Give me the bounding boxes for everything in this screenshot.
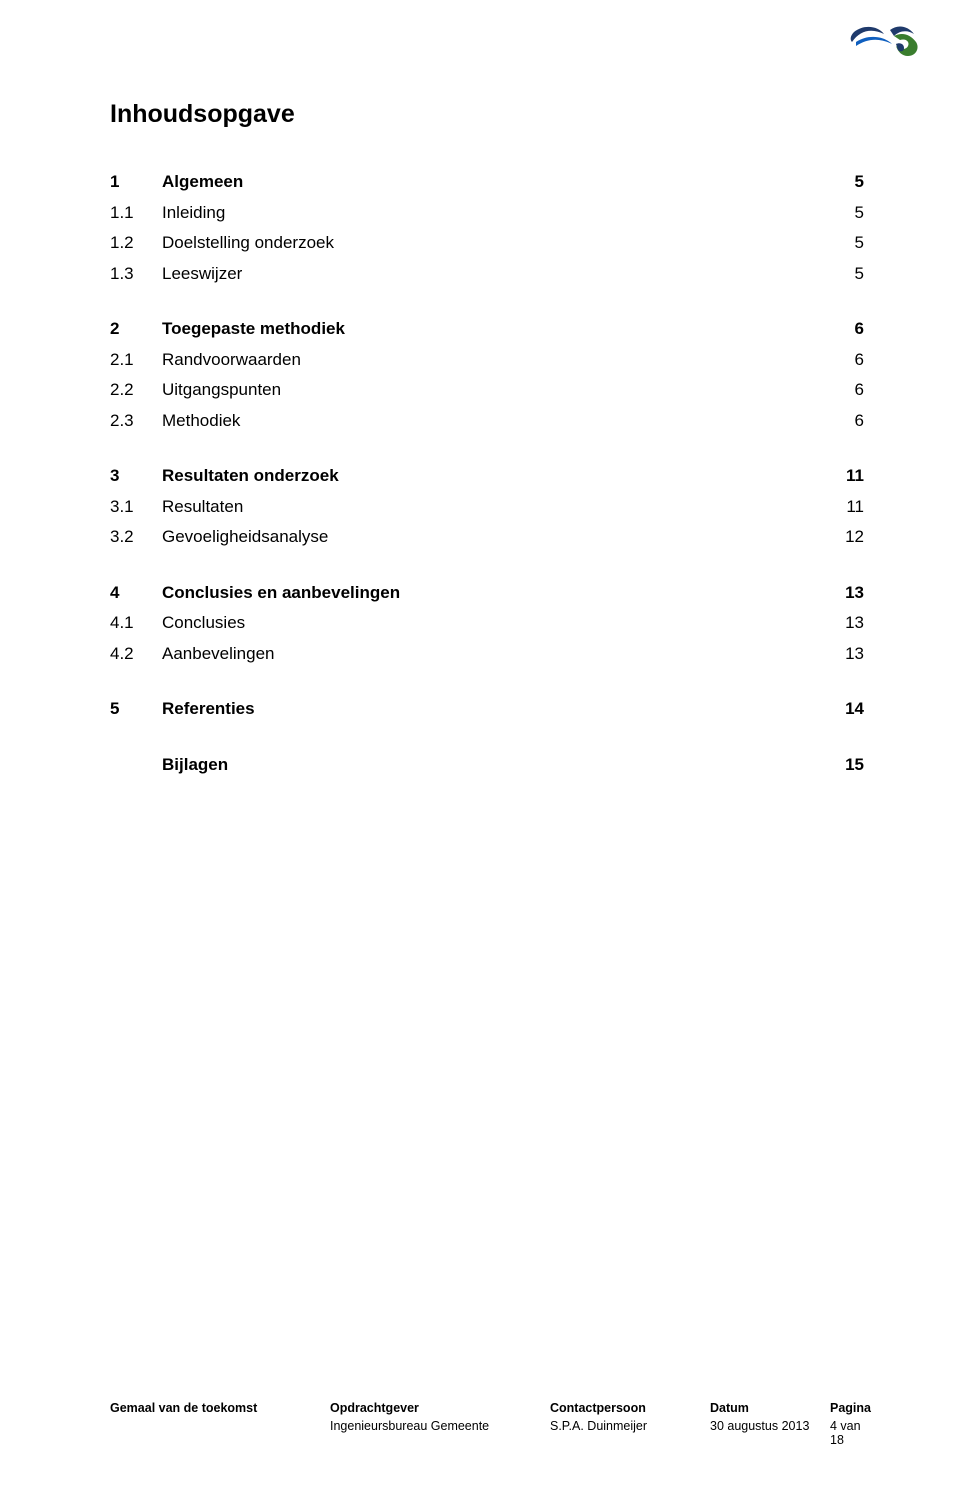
toc-label: Algemeen	[162, 169, 824, 195]
toc-page: 5	[824, 230, 864, 256]
toc-label: Referenties	[162, 696, 824, 722]
toc-num: 4.2	[110, 641, 162, 667]
toc-section-head: 4 Conclusies en aanbevelingen 13	[110, 580, 864, 606]
toc-section-head: 2 Toegepaste methodiek 6	[110, 316, 864, 342]
toc-label: Toegepaste methodiek	[162, 316, 824, 342]
toc-row: 2.1 Randvoorwaarden 6	[110, 347, 864, 373]
footer-val-pagina: 4 van 18	[830, 1419, 864, 1447]
toc-num: 5	[110, 696, 162, 722]
toc-page: 12	[824, 524, 864, 550]
toc-row: 4.1 Conclusies 13	[110, 610, 864, 636]
toc-label: Resultaten	[162, 494, 824, 520]
toc-row: 2.3 Methodiek 6	[110, 408, 864, 434]
toc-num: 4	[110, 580, 162, 606]
toc-num: 3	[110, 463, 162, 489]
toc-num: 1.1	[110, 200, 162, 226]
table-of-contents: 1 Algemeen 5 1.1 Inleiding 5 1.2 Doelste…	[110, 169, 864, 777]
toc-num: 3.1	[110, 494, 162, 520]
footer-head-title: Gemaal van de toekomst	[110, 1401, 330, 1415]
page-title: Inhoudsopgave	[110, 100, 864, 129]
toc-row: 1.2 Doelstelling onderzoek 5	[110, 230, 864, 256]
toc-label: Gevoeligheidsanalyse	[162, 524, 824, 550]
toc-page: 5	[824, 169, 864, 195]
footer-head-datum: Datum	[710, 1401, 830, 1415]
toc-label: Resultaten onderzoek	[162, 463, 824, 489]
toc-row: 3.2 Gevoeligheidsanalyse 12	[110, 524, 864, 550]
toc-num: 4.1	[110, 610, 162, 636]
toc-row: 1.3 Leeswijzer 5	[110, 261, 864, 287]
toc-row: 4.2 Aanbevelingen 13	[110, 641, 864, 667]
toc-num: 2.1	[110, 347, 162, 373]
page-footer: Gemaal van de toekomst Opdrachtgever Con…	[110, 1401, 864, 1447]
toc-page: 6	[824, 408, 864, 434]
footer-val-title	[110, 1419, 330, 1447]
toc-page: 11	[824, 494, 864, 520]
toc-label: Doelstelling onderzoek	[162, 230, 824, 256]
toc-section-head: 3 Resultaten onderzoek 11	[110, 463, 864, 489]
toc-page: 6	[824, 347, 864, 373]
footer-head-contactpersoon: Contactpersoon	[550, 1401, 710, 1415]
toc-page: 13	[824, 610, 864, 636]
toc-page: 5	[824, 261, 864, 287]
toc-label: Bijlagen	[162, 752, 824, 778]
footer-val-opdrachtgever: Ingenieursbureau Gemeente	[330, 1419, 550, 1447]
toc-page: 14	[824, 696, 864, 722]
toc-page: 11	[824, 463, 864, 489]
toc-num: 1.3	[110, 261, 162, 287]
toc-label: Conclusies en aanbevelingen	[162, 580, 824, 606]
toc-page: 6	[824, 377, 864, 403]
toc-row: 3.1 Resultaten 11	[110, 494, 864, 520]
toc-section-head: 1 Algemeen 5	[110, 169, 864, 195]
footer-head-opdrachtgever: Opdrachtgever	[330, 1401, 550, 1415]
toc-page: 5	[824, 200, 864, 226]
toc-label: Uitgangspunten	[162, 377, 824, 403]
toc-label: Randvoorwaarden	[162, 347, 824, 373]
footer-head-pagina: Pagina	[830, 1401, 871, 1415]
toc-label: Leeswijzer	[162, 261, 824, 287]
toc-row: 1.1 Inleiding 5	[110, 200, 864, 226]
toc-num: 1.2	[110, 230, 162, 256]
toc-num: 2.2	[110, 377, 162, 403]
toc-num: 1	[110, 169, 162, 195]
toc-label: Methodiek	[162, 408, 824, 434]
toc-page: 13	[824, 580, 864, 606]
toc-section-head: 5 Referenties 14	[110, 696, 864, 722]
toc-label: Inleiding	[162, 200, 824, 226]
toc-label: Conclusies	[162, 610, 824, 636]
toc-num: 2	[110, 316, 162, 342]
toc-page: 6	[824, 316, 864, 342]
toc-page: 15	[824, 752, 864, 778]
toc-row: 2.2 Uitgangspunten 6	[110, 377, 864, 403]
footer-val-datum: 30 augustus 2013	[710, 1419, 830, 1447]
toc-num: 2.3	[110, 408, 162, 434]
footer-val-contactpersoon: S.P.A. Duinmeijer	[550, 1419, 710, 1447]
toc-section-head: Bijlagen 15	[110, 752, 864, 778]
toc-num: 3.2	[110, 524, 162, 550]
toc-label: Aanbevelingen	[162, 641, 824, 667]
logo-icon	[850, 22, 920, 69]
toc-page: 13	[824, 641, 864, 667]
